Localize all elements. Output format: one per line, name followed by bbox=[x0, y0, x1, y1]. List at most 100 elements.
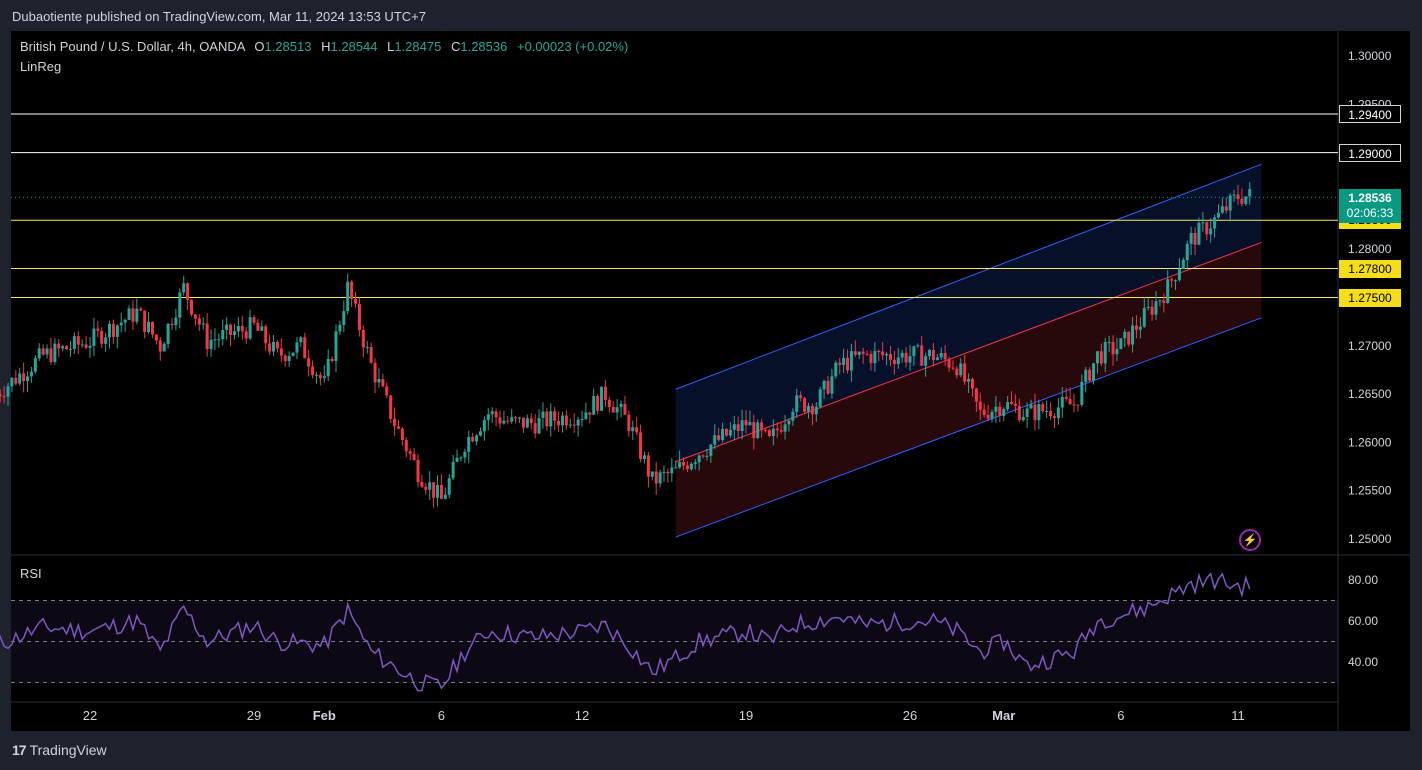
candle-body bbox=[982, 409, 986, 415]
candle-body bbox=[1045, 410, 1049, 412]
candle-body bbox=[1193, 232, 1197, 245]
candle-body bbox=[104, 337, 108, 344]
candle-body bbox=[701, 455, 705, 457]
candle-body bbox=[408, 451, 412, 454]
candle-body bbox=[1189, 232, 1193, 244]
level-price-tag: 1.29000 bbox=[1339, 143, 1401, 162]
candle-body bbox=[838, 362, 842, 365]
linreg-indicator-label[interactable]: LinReg bbox=[20, 59, 62, 74]
candle-body bbox=[662, 471, 666, 473]
candle-body bbox=[806, 405, 810, 412]
candle-body bbox=[549, 411, 553, 427]
candle-body bbox=[615, 407, 619, 413]
candle-body bbox=[1220, 206, 1224, 213]
candle-body bbox=[689, 463, 693, 470]
candle-body bbox=[732, 424, 736, 430]
candle-body bbox=[49, 348, 53, 362]
candle-body bbox=[990, 411, 994, 419]
candle-body bbox=[1197, 222, 1201, 245]
candle-body bbox=[1017, 405, 1021, 421]
candle-body bbox=[967, 378, 971, 382]
candle-body bbox=[357, 303, 361, 330]
candle-body bbox=[518, 417, 522, 419]
rsi-indicator-label[interactable]: RSI bbox=[20, 566, 42, 581]
close-label: C bbox=[450, 39, 461, 54]
candle-body bbox=[389, 395, 393, 419]
chart-area[interactable] bbox=[11, 31, 1410, 731]
candle-body bbox=[709, 444, 713, 456]
tradingview-logo[interactable]: 17 TradingView bbox=[12, 742, 107, 758]
candle-body bbox=[959, 363, 963, 376]
candle-body bbox=[131, 308, 135, 322]
time-axis-label: 19 bbox=[739, 708, 753, 723]
lightning-icon[interactable]: ⚡ bbox=[1239, 529, 1261, 551]
candle-body bbox=[931, 350, 935, 360]
candle-body bbox=[545, 411, 549, 427]
candle-body bbox=[635, 427, 639, 433]
candle-body bbox=[1002, 409, 1006, 416]
candle-body bbox=[14, 377, 18, 384]
candle-body bbox=[72, 336, 76, 349]
candle-body bbox=[108, 323, 112, 338]
candle-body bbox=[61, 346, 65, 349]
candle-body bbox=[853, 351, 857, 355]
top-bar: Dubaotiente published on TradingView.com… bbox=[0, 0, 1422, 30]
candle-body bbox=[68, 348, 72, 350]
publisher-line: Dubaotiente published on TradingView.com… bbox=[12, 9, 426, 24]
candle-body bbox=[846, 357, 850, 371]
candle-body bbox=[752, 421, 756, 439]
candle-body bbox=[174, 317, 178, 326]
candle-body bbox=[393, 418, 397, 427]
price-axis: 1.300001.295001.280001.270001.265001.260… bbox=[1348, 49, 1392, 669]
change-value: +0.00023 (+0.02%) bbox=[516, 39, 629, 54]
candle-body bbox=[888, 354, 892, 360]
candle-body bbox=[1115, 348, 1119, 355]
candle-body bbox=[1248, 189, 1252, 197]
candle-body bbox=[299, 337, 303, 343]
candle-body bbox=[803, 398, 807, 412]
candle-body bbox=[713, 435, 717, 445]
candle-body bbox=[506, 420, 510, 422]
candle-body bbox=[557, 420, 561, 426]
candle-body bbox=[1185, 243, 1189, 260]
candle-body bbox=[818, 389, 822, 407]
candle-body bbox=[935, 357, 939, 360]
candle-body bbox=[498, 417, 502, 424]
candle-body bbox=[92, 328, 96, 346]
candle-body bbox=[147, 321, 151, 333]
candle-body bbox=[521, 417, 525, 428]
candle-body bbox=[404, 439, 408, 452]
candle-body bbox=[412, 453, 416, 460]
candle-body bbox=[1068, 398, 1072, 405]
candle-body bbox=[947, 359, 951, 368]
candle-body bbox=[986, 414, 990, 419]
candle-body bbox=[432, 482, 436, 498]
candle-body bbox=[170, 323, 174, 326]
candle-body bbox=[865, 353, 869, 355]
rsi-axis-label: 80.00 bbox=[1348, 573, 1378, 587]
candle-body bbox=[1107, 341, 1111, 343]
time-axis-label: Mar bbox=[992, 708, 1015, 723]
candle-body bbox=[572, 424, 576, 426]
candle-body bbox=[783, 424, 787, 432]
candle-body bbox=[1232, 194, 1236, 196]
price-axis-label: 1.26500 bbox=[1348, 387, 1392, 401]
linreg-upper-line bbox=[675, 163, 1262, 390]
candle-body bbox=[1213, 217, 1217, 229]
rsi-axis-label: 60.00 bbox=[1348, 614, 1378, 628]
symbol-title[interactable]: British Pound / U.S. Dollar, 4h, OANDA bbox=[20, 39, 245, 54]
candle-body bbox=[533, 423, 537, 434]
candle-body bbox=[658, 472, 662, 484]
candle-body bbox=[41, 348, 45, 355]
candle-body bbox=[182, 283, 186, 293]
candle-body bbox=[377, 379, 381, 383]
candle-body bbox=[428, 482, 432, 490]
candle-body bbox=[1025, 408, 1029, 417]
candle-body bbox=[861, 351, 865, 354]
time-axis-label: 12 bbox=[575, 708, 589, 723]
candle-body bbox=[248, 317, 252, 339]
candle-body bbox=[80, 344, 84, 346]
candle-body bbox=[963, 363, 967, 382]
candle-body bbox=[330, 358, 334, 362]
